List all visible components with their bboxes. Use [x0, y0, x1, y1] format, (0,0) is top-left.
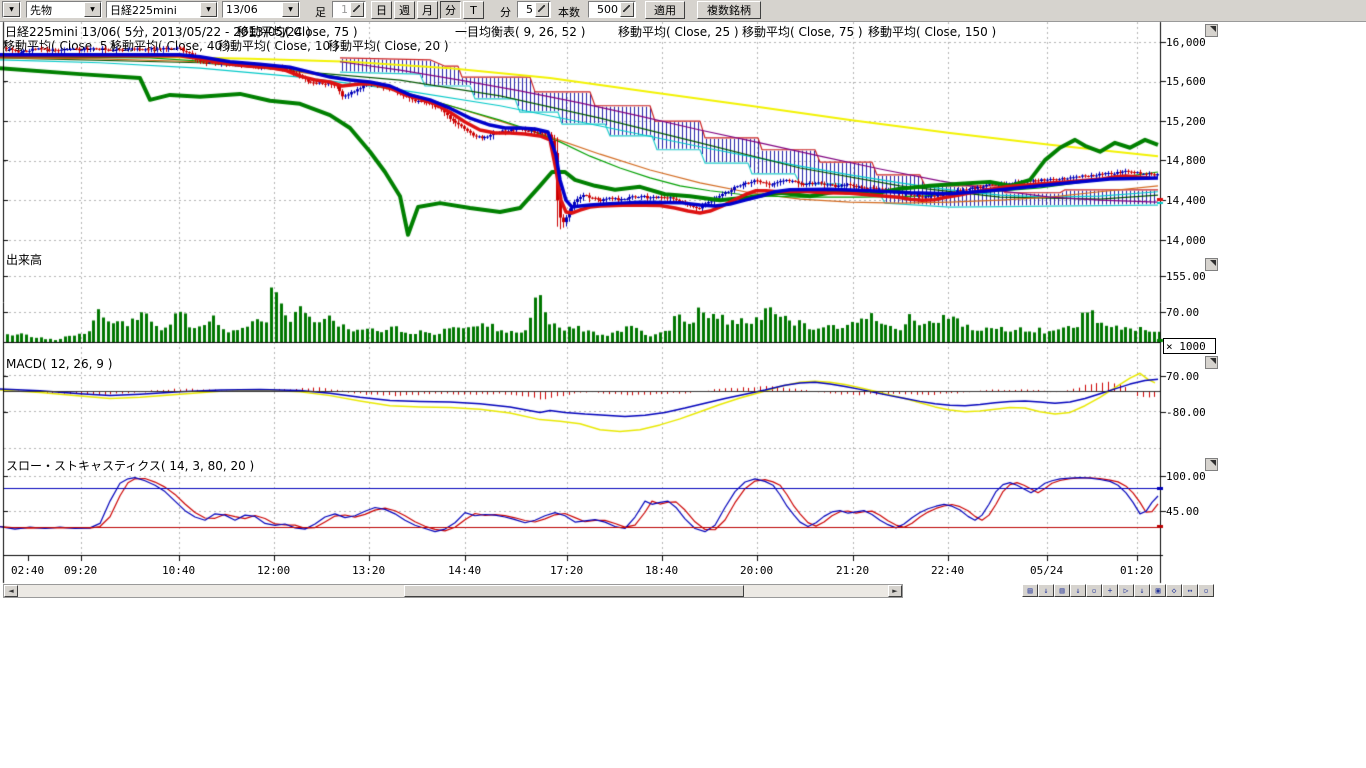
- stoch-tick-label: 100.00: [1166, 470, 1206, 483]
- time-tick-label: 20:00: [740, 564, 774, 577]
- time-tick-label: 18:40: [645, 564, 679, 577]
- macd-tick-label: 70.00: [1166, 370, 1200, 383]
- stochastics-panel-label: スロー・ストキャスティクス( 14, 3, 80, 20 ): [6, 459, 255, 473]
- bottom-tool-button-9[interactable]: ▣: [1150, 584, 1166, 597]
- bottom-tool-button-8[interactable]: ↓: [1134, 584, 1150, 597]
- bottom-tool-button-6[interactable]: +: [1102, 584, 1118, 597]
- bottom-tool-button-2[interactable]: ↓: [1038, 584, 1054, 597]
- bottom-tool-buttons: ▤ ↓ ▥ ↓ ▫ + ▷ ↓ ▣ ◇ ↔ ▫: [1022, 584, 1214, 597]
- price-tick-label: 16,000: [1166, 36, 1206, 49]
- time-tick-label: 21:20: [836, 564, 870, 577]
- price-tick-label: 15,600: [1166, 75, 1206, 88]
- time-tick-label: 02:40: [11, 564, 45, 577]
- macd-panel-corner-button[interactable]: [1205, 356, 1218, 369]
- bottom-tool-button-10[interactable]: ◇: [1166, 584, 1182, 597]
- stochastics-panel-corner-button[interactable]: [1205, 458, 1218, 471]
- time-tick-label: 10:40: [162, 564, 196, 577]
- bottom-tool-button-12[interactable]: ▫: [1198, 584, 1214, 597]
- volume-multiplier-badge: × 1000: [1163, 338, 1216, 354]
- volume-tick-label: 70.00: [1166, 306, 1200, 319]
- time-tick-label: 05/24: [1030, 564, 1064, 577]
- price-tick-label: 14,400: [1166, 194, 1206, 207]
- bottom-tool-button-1[interactable]: ▤: [1022, 584, 1038, 597]
- bottom-tool-button-7[interactable]: ▷: [1118, 584, 1134, 597]
- price-tick-label: 14,800: [1166, 154, 1206, 167]
- price-tick-label: 15,200: [1166, 115, 1206, 128]
- time-tick-label: 09:20: [64, 564, 98, 577]
- price-panel-corner-button[interactable]: [1205, 24, 1218, 37]
- time-tick-label: 14:40: [448, 564, 482, 577]
- time-tick-label: 22:40: [931, 564, 965, 577]
- volume-panel-label: 出来高: [6, 253, 43, 267]
- macd-tick-label: -80.00: [1166, 406, 1206, 419]
- volume-tick-label: 155.00: [1166, 270, 1206, 283]
- stoch-tick-label: 45.00: [1166, 505, 1200, 518]
- bottom-tool-button-11[interactable]: ↔: [1182, 584, 1198, 597]
- time-tick-label: 13:20: [352, 564, 386, 577]
- time-tick-label: 17:20: [550, 564, 584, 577]
- time-tick-label: 01:20: [1120, 564, 1154, 577]
- bottom-tool-button-5[interactable]: ▫: [1086, 584, 1102, 597]
- bottom-tool-button-3[interactable]: ▥: [1054, 584, 1070, 597]
- price-tick-label: 14,000: [1166, 234, 1206, 247]
- time-tick-label: 12:00: [257, 564, 291, 577]
- macd-panel-label: MACD( 12, 26, 9 ): [6, 357, 113, 371]
- bottom-tool-button-4[interactable]: ↓: [1070, 584, 1086, 597]
- volume-panel-corner-button[interactable]: [1205, 258, 1218, 271]
